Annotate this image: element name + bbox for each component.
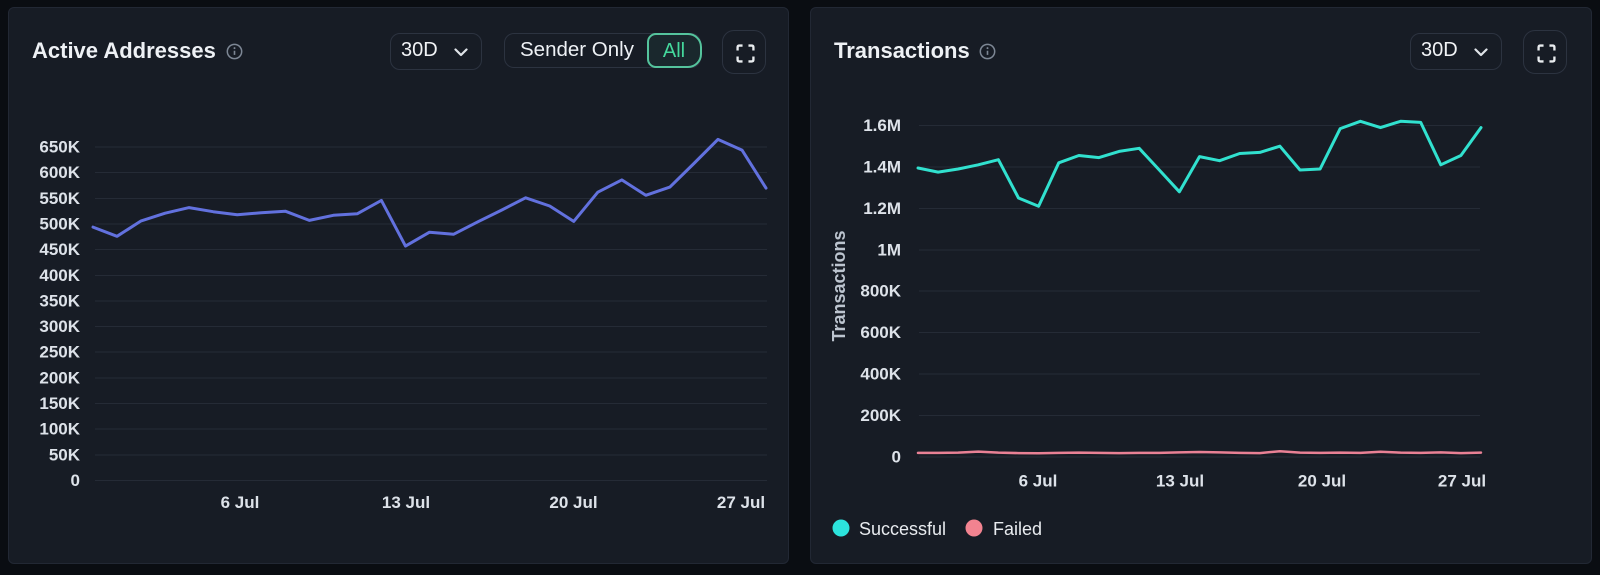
svg-text:1.2M: 1.2M: [863, 199, 901, 218]
svg-text:100K: 100K: [39, 420, 80, 439]
svg-text:150K: 150K: [39, 394, 80, 413]
svg-text:27 Jul: 27 Jul: [1438, 472, 1486, 491]
svg-text:20 Jul: 20 Jul: [1298, 472, 1346, 491]
svg-text:200K: 200K: [39, 368, 80, 387]
svg-text:1.6M: 1.6M: [863, 116, 901, 135]
svg-text:6 Jul: 6 Jul: [221, 493, 260, 512]
svg-text:800K: 800K: [860, 282, 901, 301]
svg-text:50K: 50K: [49, 445, 81, 464]
svg-text:1M: 1M: [877, 240, 901, 259]
svg-text:13 Jul: 13 Jul: [382, 493, 430, 512]
svg-text:400K: 400K: [39, 266, 80, 285]
svg-text:200K: 200K: [860, 406, 901, 425]
svg-text:13 Jul: 13 Jul: [1156, 472, 1204, 491]
svg-text:600K: 600K: [39, 163, 80, 182]
svg-text:0: 0: [892, 448, 901, 467]
svg-text:550K: 550K: [39, 189, 80, 208]
svg-text:Transactions: Transactions: [829, 230, 849, 341]
svg-text:650K: 650K: [39, 138, 80, 157]
svg-text:600K: 600K: [860, 323, 901, 342]
svg-text:1.4M: 1.4M: [863, 157, 901, 176]
svg-text:250K: 250K: [39, 343, 80, 362]
svg-text:20 Jul: 20 Jul: [549, 493, 597, 512]
svg-text:400K: 400K: [860, 365, 901, 384]
svg-text:450K: 450K: [39, 240, 80, 259]
svg-text:350K: 350K: [39, 292, 80, 311]
svg-text:0: 0: [71, 471, 80, 490]
svg-text:6 Jul: 6 Jul: [1019, 472, 1058, 491]
svg-text:500K: 500K: [39, 215, 80, 234]
svg-text:300K: 300K: [39, 317, 80, 336]
svg-text:Failed: Failed: [993, 519, 1042, 539]
svg-text:27 Jul: 27 Jul: [717, 493, 765, 512]
svg-text:Successful: Successful: [859, 519, 946, 539]
